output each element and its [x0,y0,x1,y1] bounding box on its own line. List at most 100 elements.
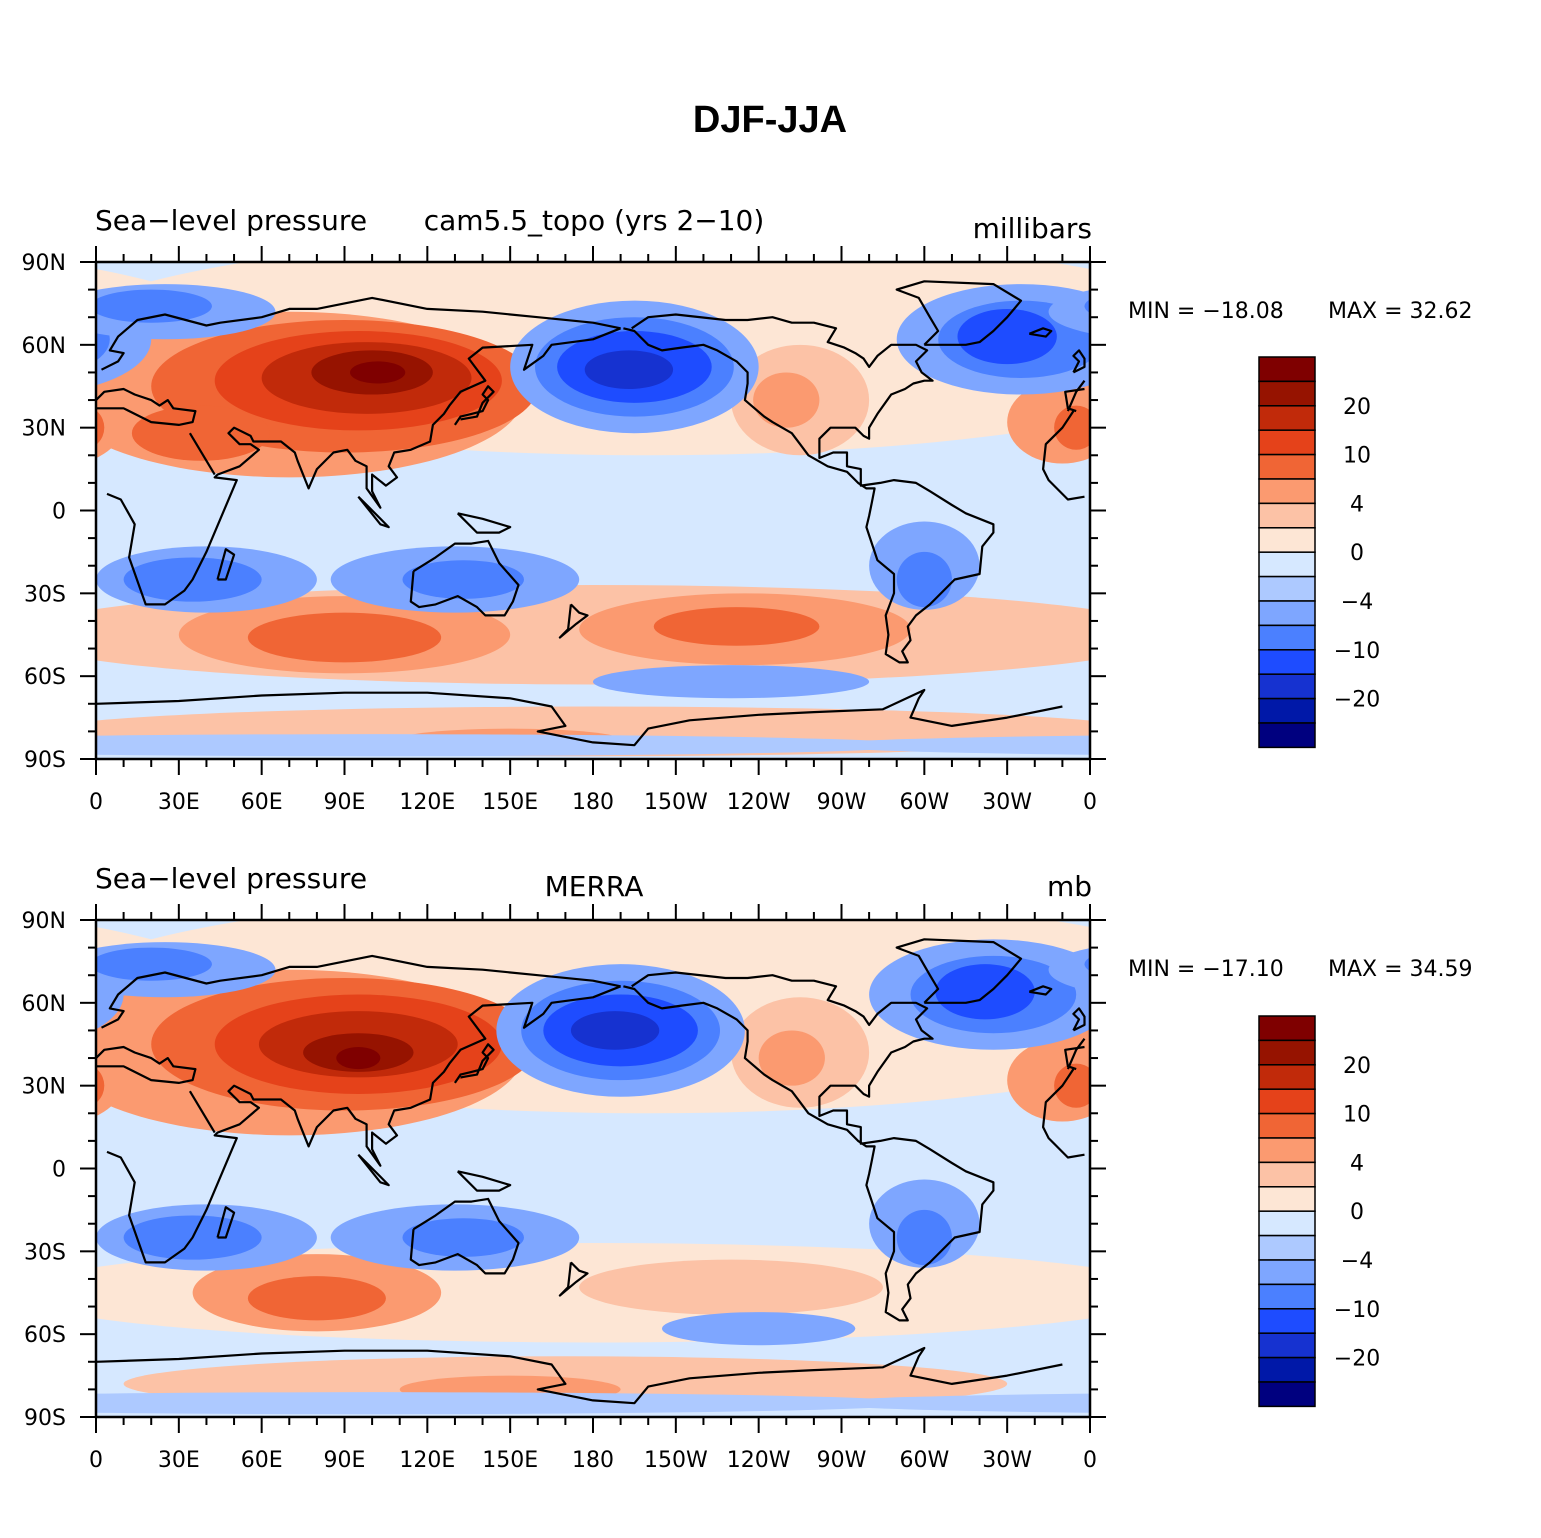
colorbar-label: −10 [1334,639,1380,664]
colorbar-swatch [1258,1186,1316,1212]
coastline [96,327,1085,606]
contour-region [96,410,105,445]
x-tick-label: 150W [644,1448,708,1473]
coastline [96,688,1063,747]
colorbar-label: −10 [1334,1298,1380,1323]
colorbar-label: 0 [1350,541,1364,566]
colorbar-swatch [1258,600,1316,627]
figure-title: DJF-JJA [693,99,847,141]
x-tick-label: 60E [241,790,283,815]
x-tick-label: 60E [241,1448,283,1473]
contour-region [96,1068,105,1103]
contour-region [584,350,674,390]
contour-region [1048,948,1090,992]
coastline [1072,1007,1086,1032]
y-tick-label: 90S [24,1406,66,1431]
x-tick-label: 180 [572,790,614,815]
x-tick-label: 90E [324,790,366,815]
right-string: millibars [973,212,1092,245]
colorbar-swatch [1258,1039,1316,1066]
colorbar-swatch [1258,697,1316,724]
coastline [453,385,495,426]
colorbar-swatch [1258,478,1316,505]
coastline [357,495,390,529]
contour-region [1007,609,1090,661]
colorbar-swatch [1258,575,1316,602]
colorbar-label: −4 [1341,590,1373,615]
coastlines [96,280,1086,747]
colorbar-swatch [1258,1381,1316,1408]
x-tick-label: 90E [324,1448,366,1473]
contour-region [1007,1267,1090,1319]
coastline [188,432,216,476]
colorbar-label: −20 [1334,688,1380,713]
colorbar-swatch [1258,1234,1316,1261]
coastline [456,512,512,534]
center-string: cam5.5_topo (yrs 2−10) [424,204,765,237]
x-tick-label: 0 [89,1448,103,1473]
x-tick-label: 30E [158,790,200,815]
coastline [101,954,1086,1070]
contour-region [814,735,1090,755]
colorbar-swatch [1258,1137,1316,1164]
colorbar-label: 20 [1343,395,1371,420]
contour-region [96,947,212,981]
coastline [1072,349,1086,374]
min-label: MIN = −18.08 [1128,299,1284,324]
coastline [623,971,995,1322]
coastline [96,1346,1063,1405]
contour-region [1054,1063,1090,1108]
pressure-field [96,920,1090,1417]
colorbar-label: 0 [1350,1200,1364,1225]
contour-region [336,1047,381,1070]
colorbar-label: 20 [1343,1054,1371,1079]
x-tick-label: 90W [817,790,867,815]
contour-region [753,372,820,428]
colorbar-swatch [1258,405,1316,431]
contour-region [896,551,952,608]
contour-region [96,386,124,459]
colorbar-swatch [1258,1161,1316,1188]
colorbar-swatch [1258,649,1316,675]
contour-region [662,1312,856,1346]
contour-region [579,1259,883,1315]
coastline [623,313,995,664]
colorbar-label: 4 [1350,1151,1364,1176]
x-tick-label: 120E [399,790,455,815]
y-tick-label: 0 [52,1158,66,1183]
y-tick-label: 90N [22,909,66,934]
coastline [96,985,1085,1264]
colorbar-swatch [1258,673,1316,700]
coastline [456,1170,512,1192]
coastline [895,938,1023,1004]
contour-region [96,734,925,757]
colorbar-swatch [1258,527,1316,553]
contour-region [570,1011,660,1050]
colorbar-swatch [1258,1356,1316,1383]
map-axes: 0 30E 60E 90E 120E 150E 180 150W 120W 90W 60W 30W 09… [22,246,1106,815]
contour-region [247,612,442,663]
x-tick-label: 30W [982,1448,1032,1473]
coastlines [96,938,1086,1405]
max-label: MAX = 34.59 [1328,957,1473,982]
colorbar-swatch [1258,1210,1316,1237]
contour-region [653,607,820,646]
contour-region [1084,299,1090,314]
y-tick-label: 0 [52,500,66,525]
coastline [558,1261,589,1297]
coastline [357,1153,390,1187]
x-tick-label: 120E [399,1448,455,1473]
contour-region [814,1393,1090,1413]
colorbar-swatch [1258,624,1316,651]
colorbar-swatch [1258,429,1316,456]
colorbar: 20 10 4 0 −4 −10 −20 [1258,356,1380,749]
coastline [188,1090,216,1134]
x-tick-label: 30W [982,790,1032,815]
colorbar-swatch [1258,1112,1316,1139]
x-tick-label: 120W [727,790,791,815]
panel-bottom: 0 30E 60E 90E 120E 150E 180 150W 120W 90W 60W 30W 09… [22,862,1473,1473]
colorbar-swatch [1258,1283,1316,1310]
coastline [1028,985,1053,996]
contour-region [593,665,870,699]
contour-region [1054,405,1090,450]
